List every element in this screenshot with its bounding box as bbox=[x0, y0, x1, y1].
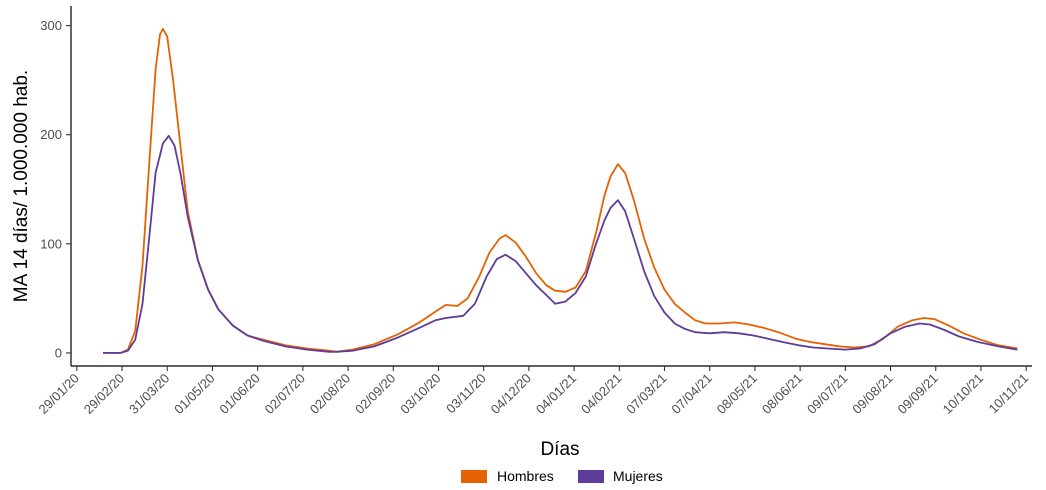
series-layer bbox=[103, 28, 1018, 354]
series-line-mujeres bbox=[103, 134, 1018, 354]
x-tick-label: 10/11/21 bbox=[986, 371, 1032, 417]
y-axis-title: MA 14 días/ 1.000.000 hab. bbox=[11, 70, 32, 302]
x-tick-label: 09/07/21 bbox=[804, 371, 850, 417]
x-tick-label: 07/03/21 bbox=[623, 371, 669, 417]
x-tick-label: 04/02/21 bbox=[578, 371, 624, 417]
x-tick-label: 02/08/20 bbox=[307, 371, 353, 417]
x-tick-label: 07/04/21 bbox=[668, 371, 714, 417]
legend-label-mujeres: Mujeres bbox=[613, 468, 663, 484]
x-axis-ticks: 29/01/2029/02/2031/03/2001/05/2001/06/20… bbox=[36, 366, 1032, 417]
y-tick-label: 0 bbox=[55, 345, 62, 360]
x-axis-title: Días bbox=[540, 439, 579, 460]
plot-area bbox=[103, 28, 1018, 354]
x-tick-label: 10/10/21 bbox=[940, 371, 986, 417]
x-tick-label: 03/11/20 bbox=[443, 371, 489, 417]
y-axis-ticks: 0 100 200 300 bbox=[40, 18, 71, 360]
x-tick-label: 08/05/21 bbox=[714, 371, 760, 417]
y-tick-label: 300 bbox=[40, 18, 62, 33]
x-tick-label: 29/01/20 bbox=[36, 371, 82, 417]
x-tick-label: 29/02/20 bbox=[81, 371, 127, 417]
x-tick-label: 01/06/20 bbox=[216, 371, 262, 417]
x-tick-label: 09/09/21 bbox=[894, 371, 940, 417]
x-tick-label: 31/03/20 bbox=[126, 371, 172, 417]
series-line-hombres bbox=[103, 28, 1018, 354]
y-tick-label: 100 bbox=[40, 236, 62, 251]
x-tick-label: 02/09/20 bbox=[352, 371, 398, 417]
x-tick-label: 01/05/20 bbox=[171, 371, 217, 417]
legend-key-mujeres bbox=[578, 470, 604, 483]
x-tick-label: 04/12/20 bbox=[488, 371, 534, 417]
x-tick-label: 02/07/20 bbox=[262, 371, 308, 417]
legend-label-hombres: Hombres bbox=[497, 468, 554, 484]
x-tick-label: 09/08/21 bbox=[849, 371, 895, 417]
legend-key-hombres bbox=[461, 470, 487, 483]
x-tick-label: 04/01/21 bbox=[533, 371, 579, 417]
x-tick-label: 03/10/20 bbox=[397, 371, 443, 417]
legend: Hombres Mujeres bbox=[461, 468, 663, 484]
y-tick-label: 200 bbox=[40, 127, 62, 142]
x-tick-label: 08/06/21 bbox=[759, 371, 805, 417]
